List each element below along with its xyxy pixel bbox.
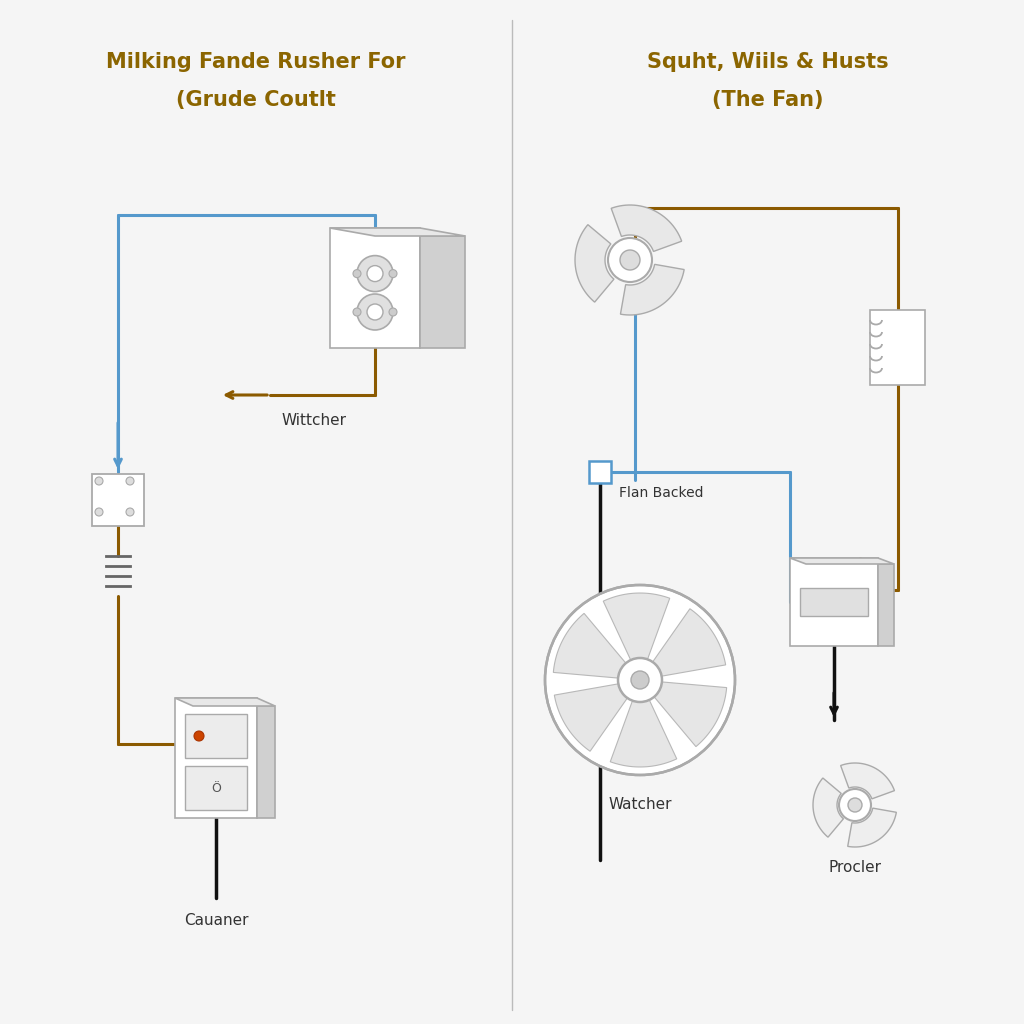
Polygon shape: [610, 700, 677, 767]
Circle shape: [357, 294, 393, 330]
Circle shape: [353, 308, 361, 316]
Circle shape: [353, 269, 361, 278]
Polygon shape: [611, 205, 682, 252]
Circle shape: [618, 658, 662, 702]
Bar: [175, 698, 257, 818]
Text: Squht, Wiils & Husts: Squht, Wiils & Husts: [647, 52, 889, 72]
Circle shape: [389, 308, 397, 316]
Text: (Grude Coutlt: (Grude Coutlt: [176, 90, 336, 110]
Text: Wittcher: Wittcher: [282, 413, 347, 428]
Circle shape: [631, 671, 649, 689]
Text: Watcher: Watcher: [608, 797, 672, 812]
Circle shape: [848, 798, 862, 812]
Polygon shape: [175, 698, 275, 706]
Polygon shape: [848, 808, 896, 847]
Circle shape: [357, 256, 393, 292]
Polygon shape: [575, 224, 614, 302]
Circle shape: [126, 508, 134, 516]
Polygon shape: [652, 608, 726, 676]
Polygon shape: [554, 684, 628, 752]
Polygon shape: [330, 228, 465, 236]
Circle shape: [126, 477, 134, 485]
Circle shape: [367, 304, 383, 319]
Circle shape: [194, 731, 204, 741]
Circle shape: [608, 238, 652, 282]
Circle shape: [95, 508, 103, 516]
Polygon shape: [553, 613, 626, 678]
Polygon shape: [813, 778, 844, 838]
Text: (The Fan): (The Fan): [713, 90, 823, 110]
Circle shape: [620, 250, 640, 270]
Polygon shape: [654, 682, 727, 746]
Polygon shape: [841, 763, 895, 799]
Circle shape: [389, 269, 397, 278]
Circle shape: [367, 265, 383, 282]
Text: Procler: Procler: [828, 860, 882, 874]
Bar: [420, 236, 465, 348]
Bar: [185, 714, 247, 758]
Text: Flan Backed: Flan Backed: [618, 486, 703, 500]
Bar: [92, 474, 144, 526]
Bar: [800, 588, 868, 616]
Bar: [878, 564, 894, 646]
Bar: [790, 558, 878, 646]
Polygon shape: [603, 593, 670, 660]
Polygon shape: [790, 558, 894, 564]
Bar: [185, 766, 247, 810]
Text: Milking Fande Rusher For: Milking Fande Rusher For: [106, 52, 406, 72]
Circle shape: [95, 477, 103, 485]
Text: Cauaner: Cauaner: [183, 913, 248, 928]
Bar: [589, 461, 611, 483]
Text: Ö: Ö: [211, 781, 221, 795]
Bar: [257, 706, 275, 818]
Circle shape: [545, 585, 735, 775]
Bar: [330, 228, 420, 348]
Bar: [870, 310, 925, 385]
Polygon shape: [621, 264, 684, 315]
Circle shape: [839, 790, 871, 821]
